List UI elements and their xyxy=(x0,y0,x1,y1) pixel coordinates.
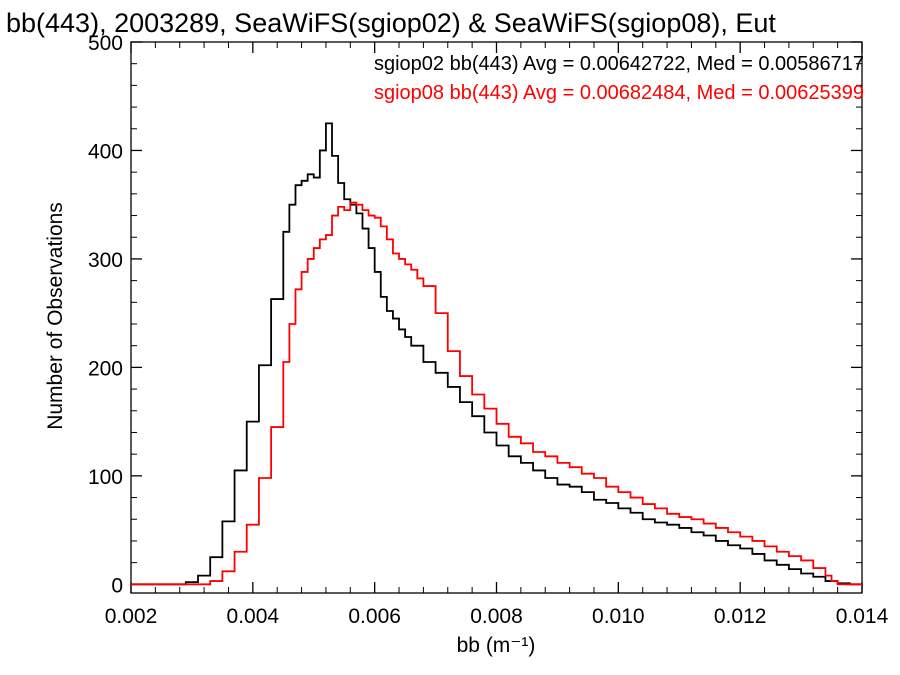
x-tick-label: 0.006 xyxy=(348,605,401,628)
y-tick-labels: 0 100 200 300 400 500 xyxy=(88,32,123,597)
y-axis-label: Number of Observations xyxy=(44,202,67,430)
y-tick-label: 200 xyxy=(88,357,123,380)
y-tick-label: 400 xyxy=(88,140,123,163)
tick-marks xyxy=(130,41,863,593)
y-tick-label: 500 xyxy=(88,32,123,55)
x-tick-label: 0.008 xyxy=(470,605,523,628)
y-tick-label: 0 xyxy=(111,574,123,597)
x-tick-label: 0.004 xyxy=(227,605,280,628)
series-line-0 xyxy=(131,122,862,586)
plot-frame xyxy=(130,41,863,594)
x-tick-labels: 0.002 0.004 0.006 0.008 0.010 0.012 0.014 xyxy=(105,605,889,628)
x-tick-label: 0.002 xyxy=(105,605,158,628)
x-tick-label: 0.014 xyxy=(836,605,889,628)
chart-title: bb(443), 2003289, SeaWiFS(sgiop02) & Sea… xyxy=(6,8,776,38)
x-axis-label: bb (m⁻¹) xyxy=(457,634,536,657)
series-line-1 xyxy=(131,201,862,586)
annotation-sgiop08: sgiop08 bb(443) Avg = 0.00682484, Med = … xyxy=(374,82,864,104)
annotation-sgiop02: sgiop02 bb(443) Avg = 0.00642722, Med = … xyxy=(374,53,864,75)
x-tick-label: 0.012 xyxy=(714,605,767,628)
y-tick-label: 300 xyxy=(88,249,123,272)
x-tick-label: 0.010 xyxy=(592,605,645,628)
series-layer xyxy=(131,122,862,586)
y-tick-label: 100 xyxy=(88,466,123,489)
